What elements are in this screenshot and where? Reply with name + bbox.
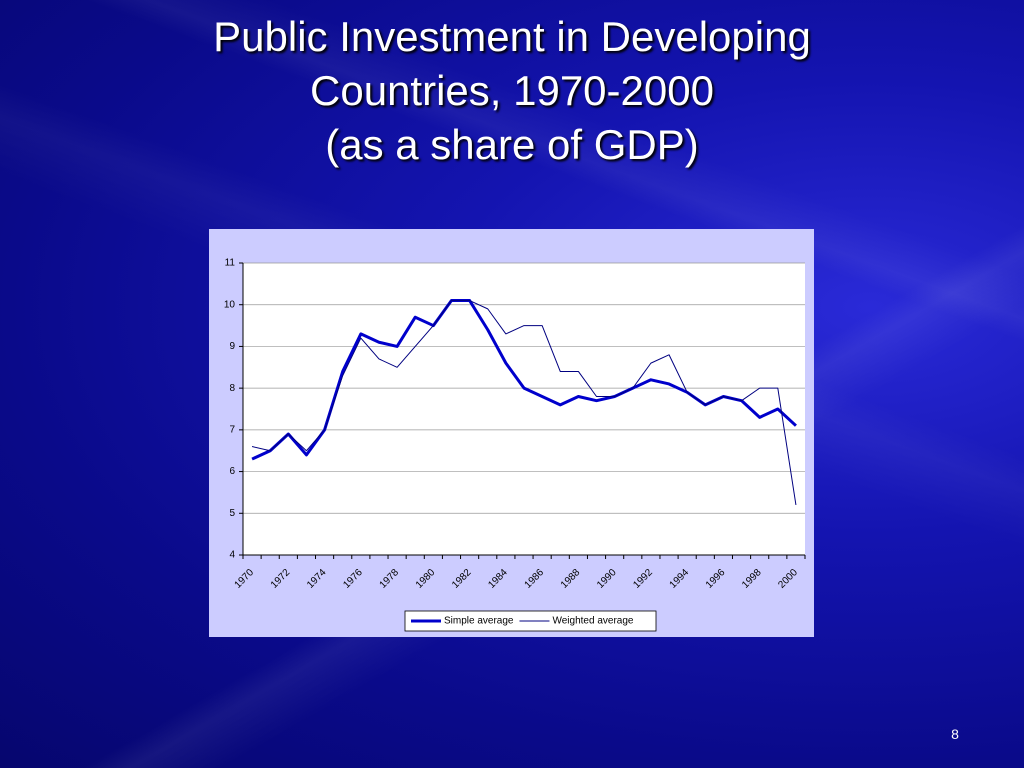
slide-title: Public Investment in Developing Countrie… xyxy=(0,10,1024,172)
slide-number: 8 xyxy=(951,726,959,742)
y-tick-label: 4 xyxy=(229,550,235,561)
title-line: (as a share of GDP) xyxy=(325,121,699,168)
legend-label: Weighted average xyxy=(552,616,633,627)
y-tick-label: 7 xyxy=(229,424,235,435)
y-tick-label: 6 xyxy=(229,466,235,477)
series-line xyxy=(251,300,797,506)
y-tick-label: 9 xyxy=(229,341,235,352)
y-tick-label: 10 xyxy=(224,299,236,310)
y-tick-label: 5 xyxy=(229,508,235,519)
y-tick-label: 11 xyxy=(225,258,236,269)
legend-label: Simple average xyxy=(444,616,514,627)
title-line: Countries, 1970-2000 xyxy=(310,67,714,114)
title-line: Public Investment in Developing xyxy=(213,13,811,60)
plot-area xyxy=(243,263,805,555)
y-tick-label: 8 xyxy=(229,383,235,394)
